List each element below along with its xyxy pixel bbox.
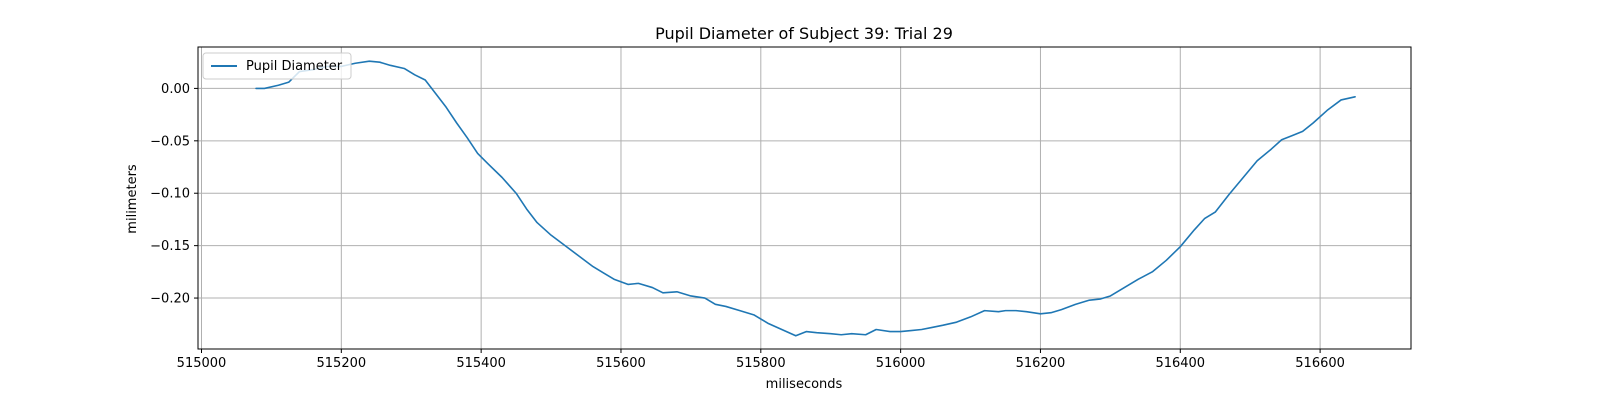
series-line-pupil-diameter (255, 60, 1356, 337)
grid (198, 47, 1411, 349)
x-axis-ticks: 515000 515200 515400 515600 515800 516000 5162… (177, 349, 1345, 371)
legend-box (202, 52, 352, 80)
x-tick-label: 516200 (1016, 356, 1066, 371)
x-tick-label: 515200 (317, 356, 367, 371)
x-tick-label: 516600 (1295, 356, 1345, 371)
legend: Pupil Diameter (202, 52, 352, 80)
x-axis-label: miliseconds (766, 377, 843, 392)
x-tick-label: 515800 (736, 356, 786, 371)
x-tick-label: 516000 (876, 356, 926, 371)
x-tick-label: 515600 (596, 356, 646, 371)
y-tick-label: 0.00 (161, 82, 190, 97)
y-tick-label: −0.15 (150, 239, 190, 254)
legend-label: Pupil Diameter (246, 59, 343, 74)
y-axis-ticks: 0.00 −0.05 −0.10 −0.15 −0.20 (150, 82, 198, 307)
series-layer (255, 60, 1356, 337)
x-tick-label: 516400 (1155, 356, 1205, 371)
x-tick-label: 515000 (177, 356, 227, 371)
y-tick-label: −0.10 (150, 187, 190, 202)
plot-frame (197, 46, 1412, 350)
y-axis-label: milimeters (125, 164, 140, 234)
y-tick-label: −0.05 (150, 134, 190, 149)
chart-title: Pupil Diameter of Subject 39: Trial 29 (655, 24, 953, 43)
x-tick-label: 515400 (456, 356, 506, 371)
y-tick-label: −0.20 (150, 292, 190, 307)
